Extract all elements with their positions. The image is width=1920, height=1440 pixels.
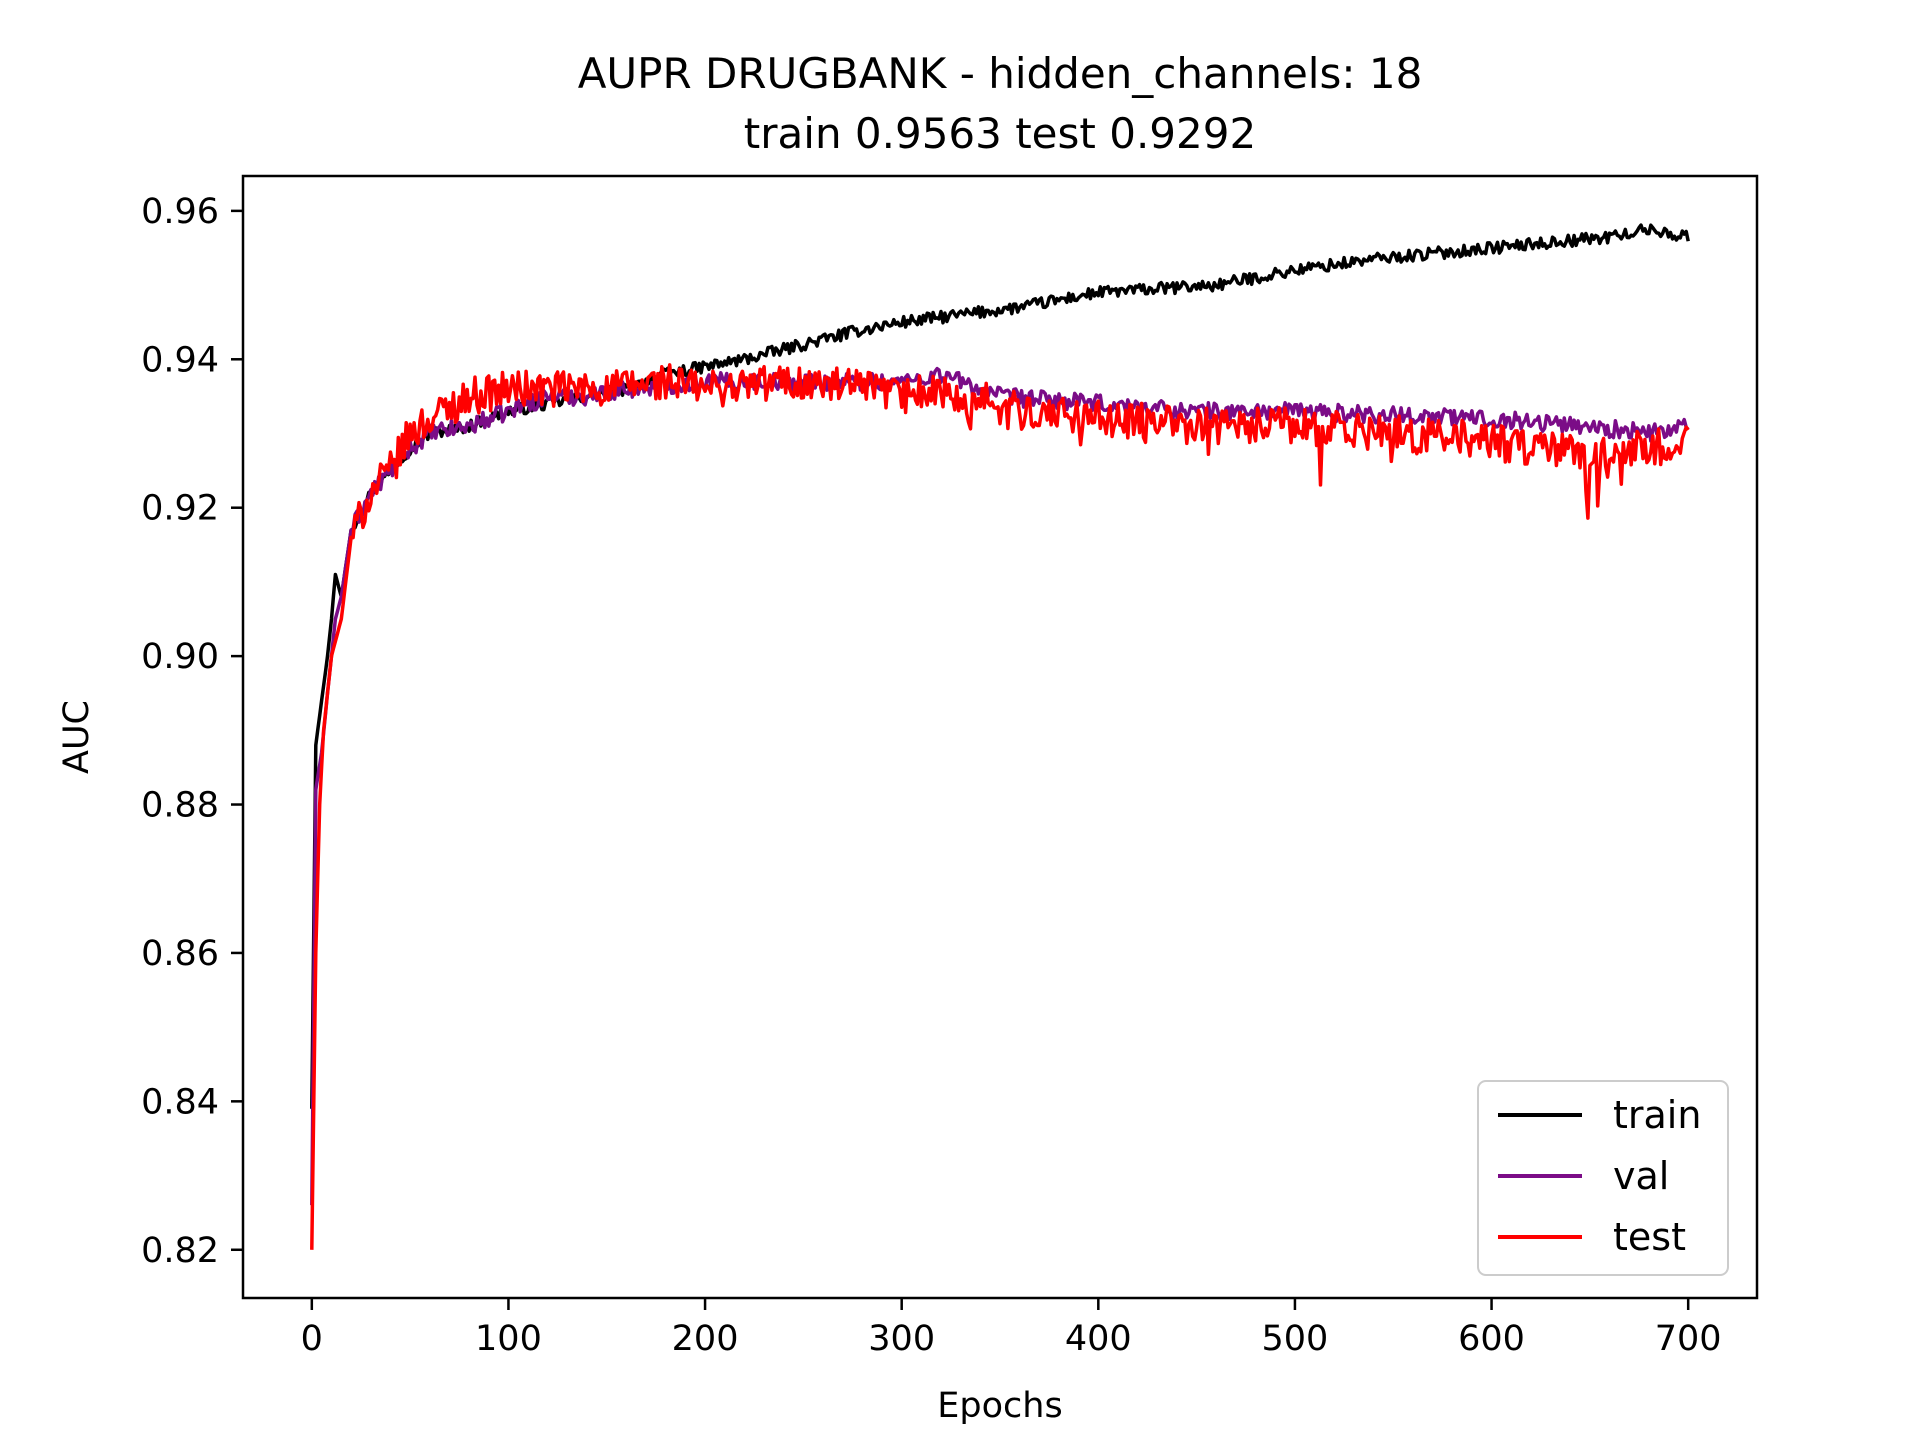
plot-lines [310,223,1690,1250]
y-tick-label: 0.94 [141,340,219,380]
plot-frame [241,174,1759,1300]
y-tick-label: 0.96 [141,192,219,232]
x-tick-label: 400 [1065,1319,1132,1359]
y-tick-label: 0.82 [141,1231,219,1271]
legend-label-test: test [1613,1215,1686,1259]
x-tick-label: 100 [475,1319,542,1359]
y-axis-label: AUC [57,700,97,774]
legend: train val test [1477,1080,1729,1276]
y-tick-label: 0.88 [141,786,219,826]
y-tick-label: 0.90 [141,637,219,677]
x-axis: 0 100 200 300 400 500 600 700 [301,1298,1722,1359]
x-tick-label: 200 [672,1319,739,1359]
legend-box [1477,1080,1729,1276]
x-tick-label: 300 [868,1319,935,1359]
x-tick-label: 600 [1458,1319,1525,1359]
legend-label-train: train [1613,1093,1701,1137]
series-line-test [310,363,1690,1250]
y-axis: 0.82 0.84 0.86 0.88 0.90 0.92 0.94 0.96 [141,192,243,1271]
y-tick-label: 0.86 [141,934,219,974]
y-tick-label: 0.84 [141,1082,219,1122]
legend-label-val: val [1613,1154,1669,1198]
x-tick-label: 500 [1262,1319,1329,1359]
x-axis-label: Epochs [937,1386,1062,1426]
x-tick-label: 700 [1655,1319,1722,1359]
y-tick-label: 0.92 [141,489,219,529]
chart-subtitle: train 0.9563 test 0.9292 [744,109,1256,158]
x-tick-label: 0 [301,1319,323,1359]
chart-title: AUPR DRUGBANK - hidden_channels: 18 [578,49,1423,98]
